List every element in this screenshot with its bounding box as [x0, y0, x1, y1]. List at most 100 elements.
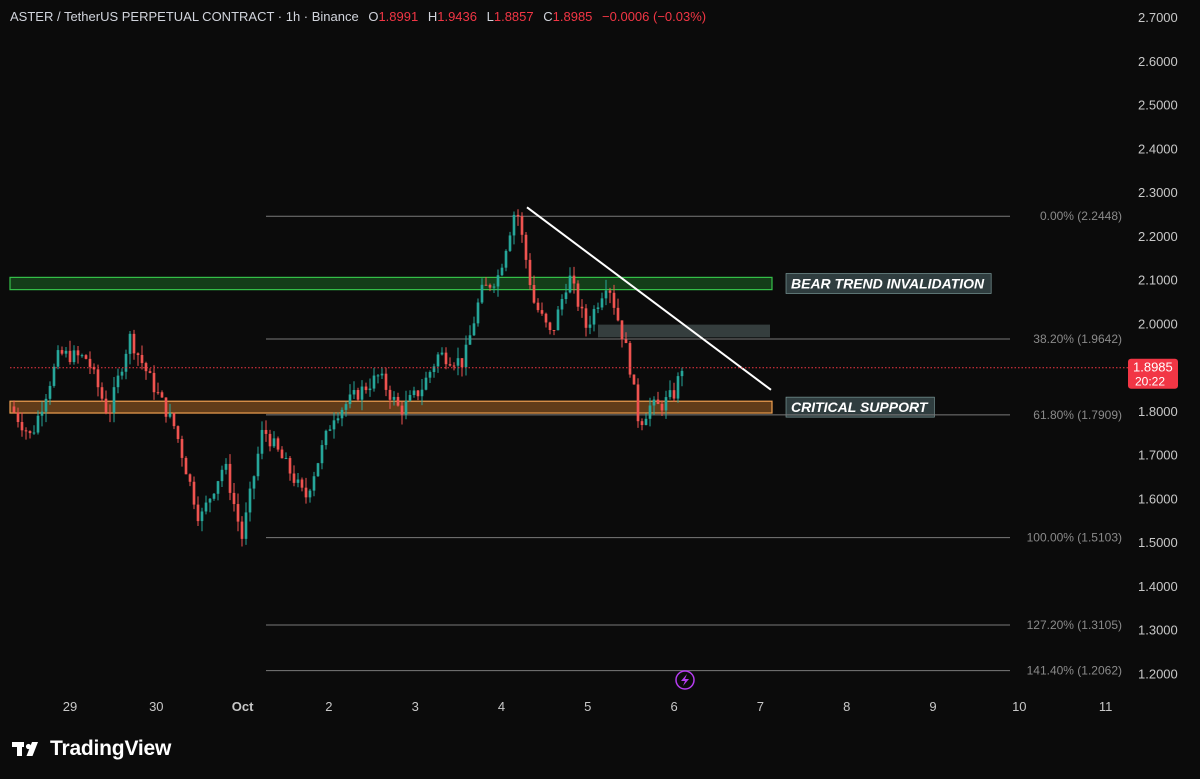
- y-axis[interactable]: 2.7000 2.6000 2.5000 2.4000 2.3000 2.2000 2.10…: [1138, 10, 1178, 681]
- candle: [260, 421, 264, 460]
- open-label: O: [368, 9, 379, 24]
- fib-label: 100.00% (1.5103): [1027, 531, 1122, 545]
- open-value: 1.8991: [378, 9, 419, 24]
- close-value: 1.8985: [552, 9, 593, 24]
- candle: [32, 425, 36, 435]
- trend-layer: [526, 206, 772, 391]
- candle: [652, 396, 656, 416]
- candle: [248, 481, 252, 522]
- candle: [224, 458, 228, 475]
- candle: [424, 371, 428, 391]
- candle: [640, 418, 644, 431]
- candle: [56, 345, 60, 370]
- candle: [60, 346, 64, 356]
- candle: [172, 412, 176, 430]
- candle: [152, 365, 156, 400]
- candle: [368, 378, 372, 397]
- candle: [232, 482, 236, 512]
- y-tick-label: 2.7000: [1138, 10, 1178, 25]
- candle: [296, 472, 300, 488]
- critical-support-zone[interactable]: [9, 400, 773, 414]
- candle: [364, 382, 368, 394]
- candle: [636, 378, 640, 428]
- candle: [480, 278, 484, 305]
- candle: [680, 367, 684, 387]
- x-tick-label: 9: [929, 699, 936, 714]
- candle: [236, 493, 240, 532]
- candle: [164, 397, 168, 423]
- candle: [608, 287, 612, 304]
- bar-countdown: 20:22: [1135, 375, 1165, 389]
- candle: [576, 280, 580, 311]
- candle: [24, 427, 28, 440]
- candle: [28, 430, 32, 439]
- candle: [52, 363, 56, 388]
- candle: [216, 480, 220, 501]
- fib-label: 61.80% (1.7909): [1033, 408, 1122, 422]
- resistance-zone[interactable]: [598, 324, 770, 338]
- candle: [428, 370, 432, 383]
- x-tick-label: 6: [670, 699, 677, 714]
- low-label: L: [486, 9, 494, 24]
- candle: [404, 390, 408, 420]
- y-tick-label: 2.0000: [1138, 316, 1178, 331]
- candle: [508, 231, 512, 253]
- candle: [580, 299, 584, 318]
- svg-text:BEAR TREND INVALIDATION: BEAR TREND INVALIDATION: [791, 275, 985, 291]
- fib-label: 0.00% (2.2448): [1040, 209, 1122, 223]
- fib-label: 127.20% (1.3105): [1027, 618, 1122, 632]
- y-tick-label: 2.4000: [1138, 141, 1178, 156]
- candle: [420, 379, 424, 406]
- candle: [136, 352, 140, 366]
- fib-label: 38.20% (1.9642): [1033, 332, 1122, 346]
- candle: [68, 340, 72, 365]
- candle: [324, 429, 328, 450]
- candle: [360, 380, 364, 411]
- candle: [128, 330, 132, 365]
- candle: [620, 320, 624, 348]
- candle: [300, 477, 304, 492]
- candle: [276, 436, 280, 452]
- candle: [320, 440, 324, 470]
- candle: [144, 361, 148, 380]
- candle: [624, 332, 628, 344]
- candle: [156, 382, 160, 395]
- candle: [344, 401, 348, 417]
- x-tick-label: 2: [325, 699, 332, 714]
- y-tick-label: 1.5000: [1138, 535, 1178, 550]
- candle: [332, 412, 336, 439]
- candle: [184, 456, 188, 475]
- x-tick-label: 10: [1012, 699, 1026, 714]
- candle: [280, 446, 284, 459]
- candle: [544, 312, 548, 328]
- candle: [112, 377, 116, 423]
- lightning-icon[interactable]: [675, 670, 695, 690]
- candle: [388, 385, 392, 409]
- candle: [668, 380, 672, 400]
- candle: [504, 249, 508, 272]
- y-tick-label: 1.7000: [1138, 448, 1178, 463]
- candle: [200, 507, 204, 532]
- candle: [104, 390, 108, 415]
- candle: [80, 353, 84, 358]
- candle: [376, 373, 380, 384]
- descending-trend-line[interactable]: [526, 206, 772, 391]
- candle: [656, 391, 660, 405]
- candle: [288, 456, 292, 481]
- candle: [600, 292, 604, 311]
- candle: [36, 410, 40, 435]
- candle: [20, 412, 24, 437]
- y-tick-label: 2.6000: [1138, 54, 1178, 69]
- bear-invalidation-zone[interactable]: [9, 276, 773, 291]
- x-axis[interactable]: 29 30 Oct 2 3 4 5 6 7 8 9 10 11: [63, 699, 1113, 714]
- candle: [568, 267, 572, 294]
- candle: [204, 495, 208, 515]
- candle: [604, 279, 608, 306]
- tradingview-brand[interactable]: TradingView: [12, 737, 171, 761]
- candle: [536, 298, 540, 313]
- x-tick-label: 7: [757, 699, 764, 714]
- candle: [228, 454, 232, 501]
- low-value: 1.8857: [493, 9, 534, 24]
